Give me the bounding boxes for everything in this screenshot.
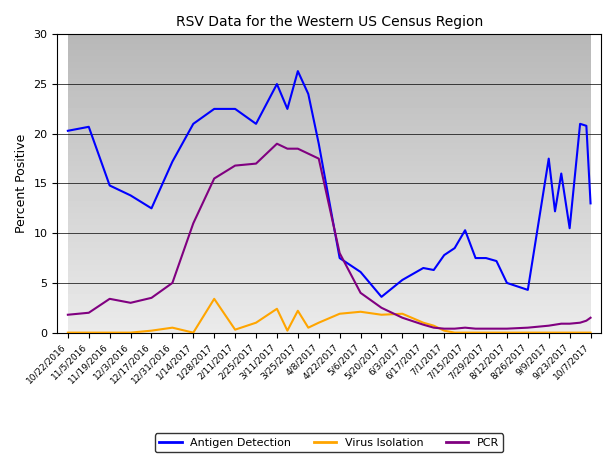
Legend: Antigen Detection, Virus Isolation, PCR: Antigen Detection, Virus Isolation, PCR <box>155 433 503 452</box>
Title: RSV Data for the Western US Census Region: RSV Data for the Western US Census Regio… <box>176 15 483 29</box>
Y-axis label: Percent Positive: Percent Positive <box>15 134 28 233</box>
